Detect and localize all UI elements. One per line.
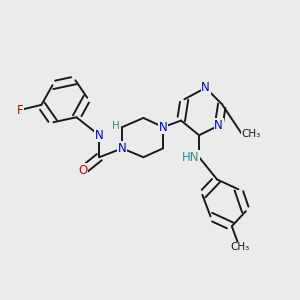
Text: N: N	[159, 121, 167, 134]
Text: N: N	[95, 129, 104, 142]
Text: HN: HN	[182, 151, 199, 164]
Text: CH₃: CH₃	[230, 242, 249, 253]
Text: N: N	[214, 119, 223, 132]
Text: O: O	[78, 164, 88, 177]
Text: N: N	[201, 81, 210, 94]
Text: N: N	[118, 142, 127, 155]
Text: F: F	[16, 103, 23, 117]
Text: H: H	[112, 122, 119, 131]
Text: CH₃: CH₃	[242, 129, 261, 139]
